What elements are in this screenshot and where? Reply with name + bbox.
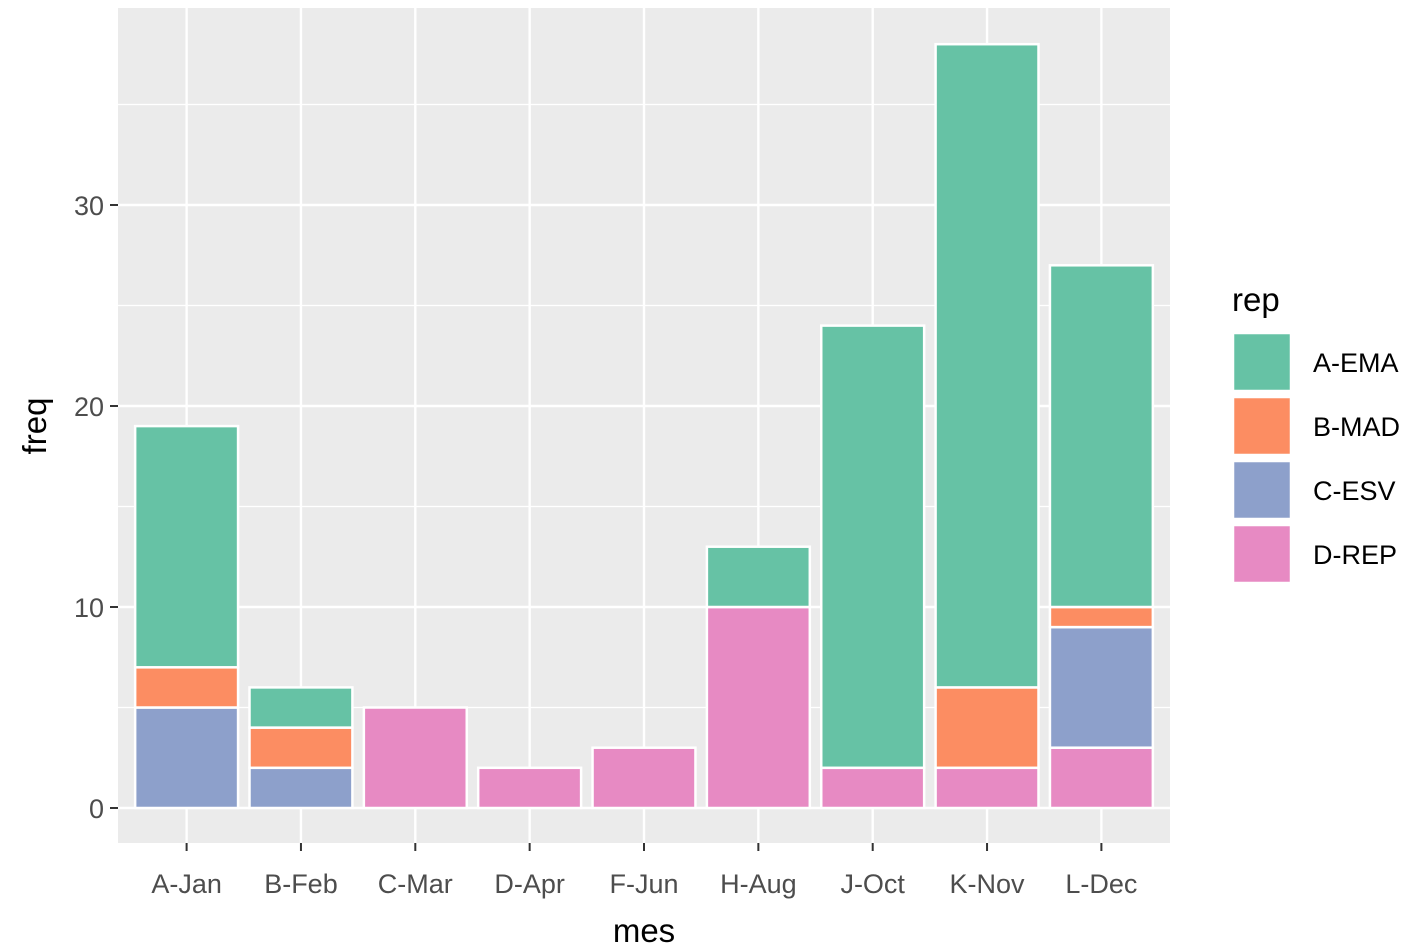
legend-key	[1231, 459, 1293, 521]
x-tick-label: H-Aug	[720, 869, 797, 899]
x-tick-label: L-Dec	[1065, 869, 1137, 899]
legend-items: A-EMA B-MAD C-ESV D-REP	[1231, 331, 1400, 585]
y-tick-label: 10	[74, 593, 104, 623]
y-axis-title: freq	[16, 398, 53, 455]
x-tick-label: D-Apr	[494, 869, 565, 899]
bar-segment	[1048, 746, 1155, 810]
x-tick-label: A-Jan	[151, 869, 222, 899]
legend-label: A-EMA	[1313, 348, 1399, 378]
x-tick-label: K-Nov	[950, 869, 1026, 899]
y-axis: 0 10 20 30	[74, 191, 118, 824]
legend-key	[1231, 395, 1293, 457]
y-tick-label: 0	[89, 794, 104, 824]
bar-segment	[819, 766, 926, 810]
legend-label: B-MAD	[1313, 412, 1400, 442]
x-tick-label: B-Feb	[264, 869, 338, 899]
legend-title: rep	[1232, 281, 1280, 318]
bar-segment	[1048, 605, 1155, 629]
bars-layer	[133, 42, 1155, 810]
bar-segment	[819, 324, 926, 770]
bar-segment	[934, 42, 1040, 689]
bar-segment	[476, 766, 583, 810]
bar-segment	[934, 686, 1040, 770]
y-tick-label: 30	[74, 191, 104, 221]
bar-segment	[133, 666, 240, 709]
x-axis: A-Jan B-Feb C-Mar D-Apr F-Jun H-Aug J-Oct K-Nov…	[151, 843, 1137, 899]
bar-segment	[705, 545, 812, 609]
x-tick-label: J-Oct	[840, 869, 905, 899]
x-tick-label: F-Jun	[609, 869, 678, 899]
bar-segment	[133, 424, 240, 669]
bar-segment	[248, 766, 354, 810]
bar-segment	[248, 726, 354, 770]
x-axis-title: mes	[613, 912, 675, 949]
bar-segment	[1048, 625, 1155, 749]
legend-label: C-ESV	[1313, 476, 1396, 506]
bar-segment	[248, 686, 354, 729]
bar-segment	[362, 706, 469, 810]
bar-segment	[1048, 264, 1155, 609]
bar-segment	[934, 766, 1040, 810]
bar-segment	[133, 706, 240, 810]
bar-segment	[705, 605, 812, 810]
legend: rep A-EMA B-MAD C-ESV D-REP	[1231, 281, 1400, 585]
legend-key	[1231, 523, 1293, 585]
legend-label: D-REP	[1313, 540, 1397, 570]
y-tick-label: 20	[74, 392, 104, 422]
x-tick-label: C-Mar	[378, 869, 453, 899]
legend-key	[1231, 331, 1293, 393]
bar-segment	[591, 746, 697, 810]
